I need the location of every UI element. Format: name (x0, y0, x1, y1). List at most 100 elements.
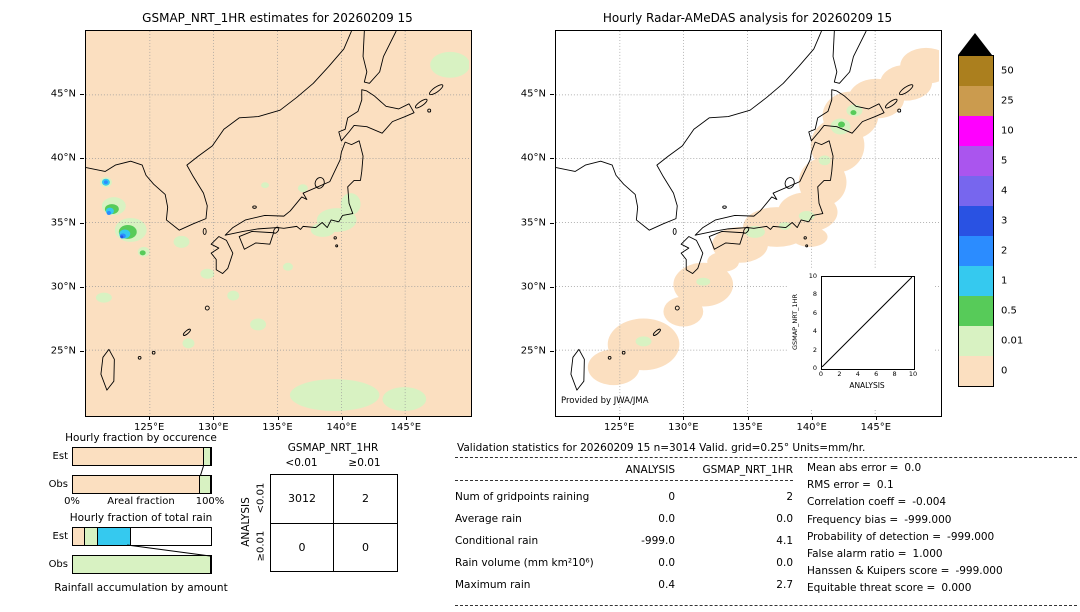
colorbar-tick-label: 4 (1001, 185, 1008, 197)
colorbar-segment: 5 (959, 146, 1007, 176)
colorbar-tick-label: 2 (1001, 245, 1008, 257)
score-value: 0.000 (941, 582, 972, 595)
score-value: -999.000 (904, 513, 952, 526)
bar-row-label: Obs (48, 479, 68, 490)
stat-gsmap-value: 2.7 (776, 579, 793, 591)
stat-gsmap-value: 4.1 (776, 535, 793, 547)
score-label: Hanssen & Kuipers score = (807, 565, 950, 578)
y-tick-label: 35°N (520, 217, 546, 228)
bar-row-label: Obs (48, 559, 68, 570)
y-tick-label: 30°N (520, 281, 546, 293)
gsmap-map-title: GSMAP_NRT_1HR estimates for 20260209 15 (142, 11, 413, 25)
score-label: Frequency bias = (807, 513, 899, 526)
bar-segment (203, 448, 211, 465)
colorbar-tick-label: 0 (1001, 365, 1008, 377)
tick-mark (875, 416, 877, 420)
fraction-charts: Hourly fraction by occurence Est Obs 0% A… (40, 432, 255, 608)
colorbar-segment: 25 (959, 86, 1014, 116)
stat-label: Average rain (455, 513, 522, 525)
y-tick-label: 45°N (50, 88, 76, 100)
bar-row: Est (48, 527, 228, 546)
stat-label: Rain volume (mm km²10⁶) (455, 557, 594, 569)
score-label: Correlation coeff = (807, 496, 907, 509)
contingency-row-group-label: ANALYSIS (240, 497, 252, 547)
bar-row: Est (48, 447, 228, 466)
x-tick-label: 125°E (603, 422, 635, 433)
inset-plot-area (821, 276, 915, 370)
colorbar-segment: 3 (959, 206, 1007, 236)
score-label: Equitable threat score = (807, 582, 936, 595)
colorbar-tick-label: 0.5 (1001, 305, 1017, 317)
inset-x-tick-label: 10 (908, 370, 918, 378)
score-line: Hanssen & Kuipers score = -999.000 (807, 565, 1075, 582)
radar-yticks: 45°N 40°N 35°N 30°N 25°N (493, 30, 555, 415)
score-line: Frequency bias = -999.000 (807, 514, 1075, 531)
colorbar-segment: 2 (959, 236, 1007, 266)
x-tick-label: 145°E (390, 422, 422, 433)
tick-mark (341, 416, 343, 420)
stat-label: Conditional rain (455, 535, 539, 547)
inset-xlabel: ANALYSIS (849, 381, 885, 390)
tick-mark (213, 416, 215, 420)
inset-x-ticks: 0 2 4 6 8 10 (819, 370, 917, 379)
fraction-link-lines (127, 464, 211, 557)
tick-mark (550, 286, 554, 288)
tick-mark (80, 222, 84, 224)
inset-scatter: GSMAP_NRT_1HR 0 2 4 6 8 10 0 2 4 6 8 10 ANALYSIS (787, 268, 935, 408)
tick-mark (811, 416, 813, 420)
inset-x-tick-label: 8 (892, 370, 897, 378)
occurrence-chart-title: Hourly fraction by occurence (65, 432, 217, 444)
stats-row: Num of gridpoints raining 0 2 (455, 486, 793, 508)
gsmap-xticks: 125°E 130°E 135°E 140°E 145°E (85, 416, 470, 436)
x-tick-label: 135°E (262, 422, 293, 433)
inset-y-tick-label: 6 (812, 308, 817, 317)
bar-row-label: Est (52, 531, 68, 542)
inset-y-tick-label: 4 (812, 327, 817, 336)
totalrain-caption: Rainfall accumulation by amount (54, 582, 228, 594)
colorbar-segment: 50 (959, 56, 1014, 86)
score-line: RMS error = 0.1 (807, 479, 1075, 496)
colorbar-tick-label: 5 (1001, 155, 1008, 167)
totalrain-chart-title: Hourly fraction of total rain (69, 512, 213, 524)
stat-analysis-value: -999.0 (641, 535, 675, 547)
y-tick-label: 40°N (520, 152, 546, 164)
stats-row: Average rain 0.0 0.0 (455, 508, 793, 530)
tick-mark (405, 416, 407, 420)
contingency-cell: 3012 (271, 475, 334, 524)
stats-row: Maximum rain 0.4 2.7 (455, 574, 793, 596)
colorbar-tick-label: 0.01 (1001, 335, 1024, 347)
stats-row: Conditional rain -999.0 4.1 (455, 530, 793, 552)
radar-xticks: 125°E 130°E 135°E 140°E 145°E (555, 416, 940, 436)
score-value: 0.1 (876, 479, 894, 492)
x-tick-label: 130°E (198, 422, 229, 433)
bar-segment (73, 556, 211, 573)
inset-ylabel: GSMAP_NRT_1HR (791, 293, 799, 351)
bar-row: Obs (48, 555, 228, 574)
score-line: Correlation coeff = -0.004 (807, 496, 1075, 513)
x-tick-label: 140°E (796, 422, 827, 433)
contingency-cell: 0 (271, 523, 334, 571)
stats-col-header-gsmap: GSMAP_NRT_1HR (702, 464, 793, 476)
stat-analysis-value: 0.0 (658, 513, 675, 525)
stats-title: Validation statistics for 20260209 15 n=… (457, 442, 866, 454)
stats-empty-header (455, 464, 605, 476)
colorbar-tick-label: 1 (1001, 275, 1008, 287)
fraction-bar (72, 475, 212, 494)
bar-row: Obs (48, 475, 228, 494)
score-value: 0.0 (904, 462, 922, 474)
radar-map-title: Hourly Radar-AMeDAS analysis for 2026020… (602, 11, 893, 25)
gsmap-rain-shading (95, 51, 469, 412)
colorbar-over-triangle (958, 33, 992, 55)
bar-segment (73, 476, 201, 493)
gsmap-map-panel: GSMAP_NRT_1HR estimates for 20260209 15 (51, 11, 472, 433)
tick-mark (149, 416, 151, 420)
colorbar-segment: 4 (959, 176, 1007, 206)
occurrence-bars: Est Obs (48, 447, 228, 504)
stat-gsmap-value: 2 (786, 491, 793, 503)
tick-mark (80, 158, 84, 160)
colorbar-segment: 0 (959, 356, 1007, 386)
x-tick-label: 145°E (860, 422, 892, 433)
score-line: Mean abs error = 0.0 (807, 462, 1075, 479)
contingency-cell: 2 (334, 475, 397, 524)
